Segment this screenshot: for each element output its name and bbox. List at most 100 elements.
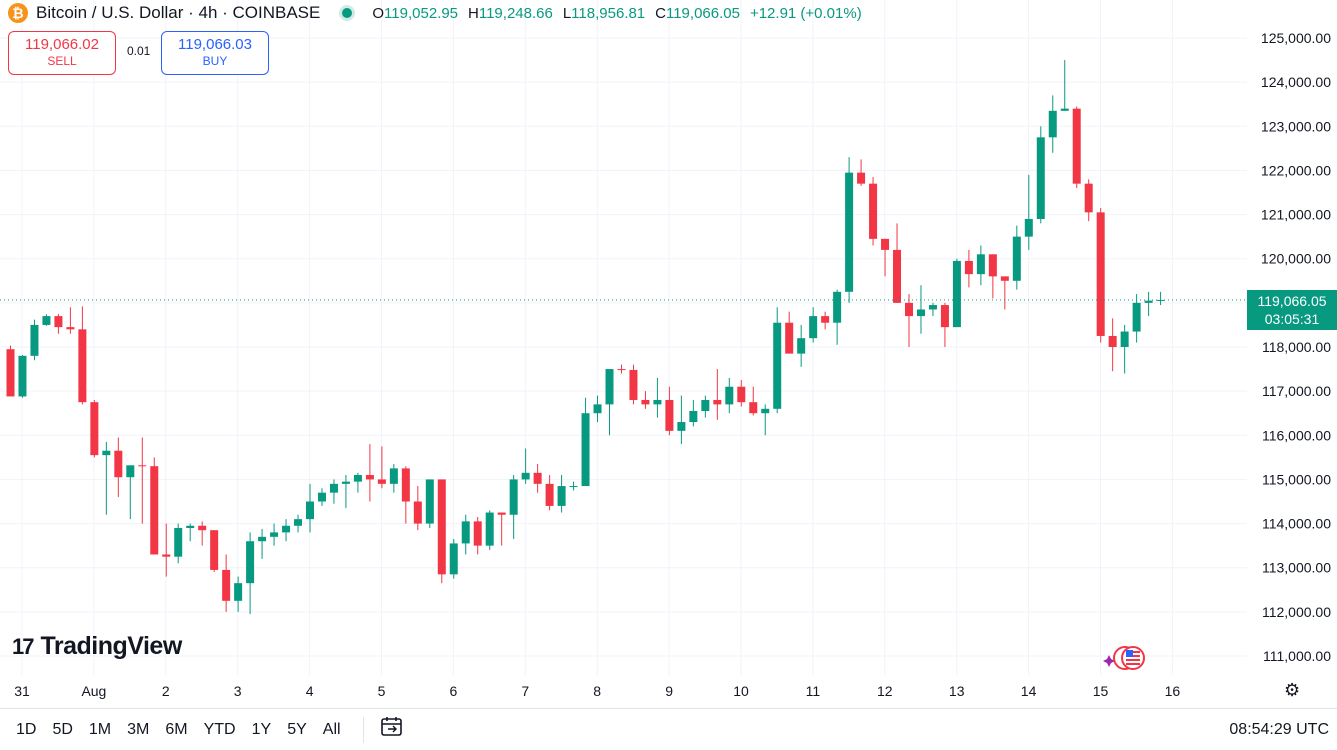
candle: [258, 528, 267, 559]
candle: [881, 238, 890, 277]
candle: [964, 249, 973, 288]
candle: [665, 386, 674, 436]
candle-body: [162, 554, 171, 557]
candle: [138, 437, 147, 524]
candle-body: [353, 475, 362, 482]
candle: [425, 479, 434, 528]
candle-body: [461, 521, 470, 544]
timeframe-6m[interactable]: 6M: [165, 720, 188, 738]
candle-body: [1024, 218, 1033, 237]
candle: [18, 354, 27, 398]
symbol-header[interactable]: ₿ Bitcoin / U.S. Dollar · 4h · COINBASE …: [8, 2, 862, 24]
x-tick-label: 31: [14, 683, 30, 699]
buy-button[interactable]: 119,066.03 BUY: [161, 31, 269, 75]
candle-body: [797, 338, 806, 354]
candle-body: [473, 521, 482, 546]
candle: [401, 466, 410, 524]
candle: [449, 539, 458, 579]
candle-body: [485, 512, 494, 546]
candle-body: [1012, 236, 1021, 281]
y-tick-label: 115,000.00: [1262, 471, 1331, 487]
candle: [869, 177, 878, 246]
x-tick-label: 11: [806, 683, 821, 699]
candle-body: [905, 302, 913, 317]
candle: [593, 395, 602, 423]
candle-body: [509, 479, 518, 515]
candle-body: [833, 291, 842, 323]
candle-body: [545, 483, 554, 506]
y-tick-label: 114,000.00: [1262, 516, 1331, 532]
candle-body: [821, 316, 830, 323]
timeframe-all[interactable]: All: [322, 720, 341, 738]
candle-body: [857, 172, 866, 184]
timeframe-1y[interactable]: 1Y: [251, 720, 272, 738]
candle: [437, 479, 446, 584]
candle: [282, 519, 291, 542]
candle-body: [1060, 108, 1069, 111]
candle-body: [761, 408, 770, 414]
ohlc-values: O119,052.95 H119,248.66 L118,956.81 C119…: [372, 5, 861, 22]
x-tick-label: 13: [949, 683, 965, 699]
market-open-dot: [342, 8, 353, 18]
candle: [174, 523, 183, 564]
bar-countdown: 03:05:31: [1264, 311, 1320, 327]
calendar-range-icon[interactable]: [380, 716, 404, 743]
candle: [773, 307, 782, 414]
candle: [270, 523, 279, 546]
y-tick-label: 122,000.00: [1261, 162, 1331, 178]
candle: [1000, 276, 1009, 310]
candle-body: [78, 329, 87, 403]
candle-body: [521, 472, 530, 480]
timeframe-1d[interactable]: 1D: [16, 720, 37, 738]
candle-body: [234, 583, 243, 601]
timeframe-3m[interactable]: 3M: [127, 720, 150, 738]
candle-body: [341, 481, 350, 484]
candle: [725, 377, 734, 414]
candle-body: [174, 527, 183, 557]
candles: [6, 60, 1165, 615]
candle-body: [845, 172, 854, 292]
tradingview-logo[interactable]: 17 TradingView: [12, 632, 182, 661]
candle-body: [881, 238, 890, 250]
low-label: L: [562, 4, 572, 22]
timeframe-5d[interactable]: 5D: [52, 720, 73, 738]
timeframe-5y[interactable]: 5Y: [287, 720, 307, 738]
candle-body: [629, 369, 638, 400]
y-tick-label: 123,000.00: [1261, 118, 1331, 134]
candle: [473, 516, 482, 555]
candle-body: [282, 525, 291, 533]
candle: [162, 523, 171, 577]
candle: [1024, 174, 1033, 250]
gear-icon[interactable]: ⚙: [1284, 680, 1301, 700]
candle-body: [1036, 137, 1045, 219]
candle: [1108, 318, 1117, 372]
candle: [66, 307, 75, 334]
candle-body: [437, 479, 446, 575]
economic-events-icon[interactable]: [1101, 645, 1147, 671]
candle: [761, 404, 770, 436]
candle: [749, 386, 758, 416]
candle: [1132, 294, 1141, 343]
timeframe-1m[interactable]: 1M: [88, 720, 112, 738]
candle-body: [90, 402, 99, 456]
timeframe-ytd[interactable]: YTD: [203, 720, 236, 738]
y-tick-label: 112,000.00: [1262, 604, 1331, 620]
symbol-title[interactable]: Bitcoin / U.S. Dollar · 4h · COINBASE: [36, 3, 321, 22]
candle-body: [1120, 331, 1129, 347]
x-tick-label: 14: [1021, 683, 1037, 699]
utc-clock[interactable]: 08:54:29 UTC: [1229, 721, 1329, 738]
sell-button[interactable]: 119,066.02 SELL: [8, 31, 116, 75]
candle-body: [773, 322, 782, 409]
x-tick-label: 16: [1165, 683, 1181, 699]
candle-body: [329, 483, 338, 493]
candle-body: [1108, 335, 1117, 347]
price-axis[interactable]: 111,000.00 112,000.00 113,000.00 114,000.00…: [1261, 30, 1331, 664]
candle-body: [1072, 108, 1081, 184]
candle: [413, 486, 422, 531]
time-axis[interactable]: 31 Aug 2 3 4 5 6 7 8 9 10 11 12 13 14 15 16: [14, 683, 1180, 699]
candle-body: [749, 402, 758, 414]
x-tick-label: Aug: [81, 683, 106, 699]
candle: [845, 157, 854, 303]
candle-body: [449, 543, 458, 575]
